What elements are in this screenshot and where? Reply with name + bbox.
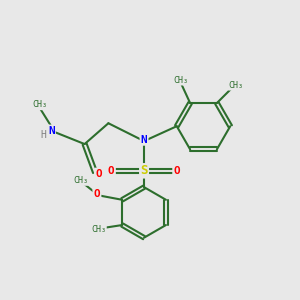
- Text: O: O: [173, 166, 180, 176]
- Text: N: N: [48, 126, 55, 136]
- Text: H: H: [41, 130, 46, 140]
- Text: O: O: [95, 169, 102, 179]
- Text: S: S: [140, 164, 148, 177]
- Text: O: O: [108, 166, 115, 176]
- Text: N: N: [141, 135, 147, 145]
- Text: CH₃: CH₃: [229, 81, 244, 90]
- Text: CH₃: CH₃: [73, 176, 88, 185]
- Text: O: O: [94, 189, 100, 199]
- Text: CH₃: CH₃: [174, 76, 189, 85]
- Text: CH₃: CH₃: [32, 100, 47, 109]
- Text: CH₃: CH₃: [91, 225, 106, 234]
